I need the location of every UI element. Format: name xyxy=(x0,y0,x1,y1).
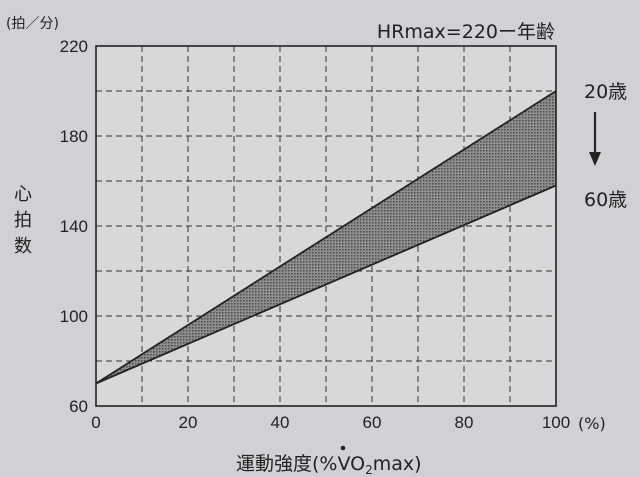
series-label-20: 20歳 xyxy=(584,81,627,103)
y-tick-labels: 60 100 140 180 220 xyxy=(60,37,88,416)
chart-title: HRmax=220ー年齢 xyxy=(377,21,555,43)
x-label-suffix: max) xyxy=(373,453,422,475)
y-label-char: 拍 xyxy=(14,210,32,231)
y-unit-label: (拍／分) xyxy=(6,16,59,32)
x-axis-label: 運動強度(%VO2max) xyxy=(236,453,422,477)
x-tick-labels: 0 20 40 60 80 100 xyxy=(91,413,570,432)
y-tick-label: 220 xyxy=(60,37,88,56)
x-tick-label: 100 xyxy=(542,413,570,432)
down-arrow-icon xyxy=(589,112,601,166)
series-line-2 xyxy=(95,184,557,385)
y-axis-label: 心拍数 xyxy=(14,184,32,257)
v-dot xyxy=(340,445,346,451)
y-tick-label: 100 xyxy=(60,307,88,326)
x-tick-label: 60 xyxy=(363,413,382,432)
y-label-char: 心 xyxy=(14,184,32,205)
x-label-v: V xyxy=(337,453,350,475)
x-tick-label: 0 xyxy=(91,413,100,432)
y-label-char: 数 xyxy=(14,236,32,257)
plot-frame xyxy=(95,45,557,407)
y-tick-label: 60 xyxy=(69,397,88,416)
y-tick-label: 180 xyxy=(60,127,88,146)
x-label-subscript: 2 xyxy=(365,463,373,477)
series-label-60: 60歳 xyxy=(584,189,627,211)
x-tick-label: 40 xyxy=(271,413,290,432)
series-lines xyxy=(95,90,557,385)
y-tick-label: 140 xyxy=(60,217,88,236)
x-tick-label: 20 xyxy=(179,413,198,432)
x-label-o: O xyxy=(350,453,365,475)
x-tick-label: 80 xyxy=(455,413,474,432)
x-unit-label: (%) xyxy=(578,414,606,433)
x-label-prefix: 運動強度(% xyxy=(236,453,337,475)
series-line-1 xyxy=(95,90,557,385)
